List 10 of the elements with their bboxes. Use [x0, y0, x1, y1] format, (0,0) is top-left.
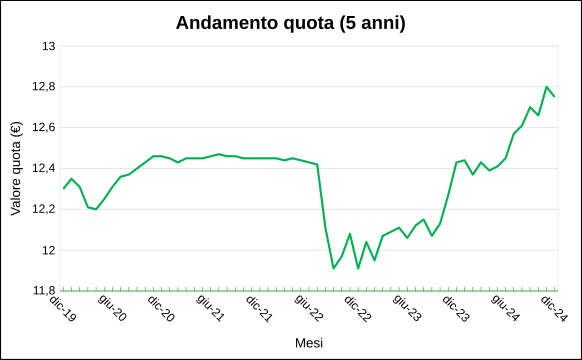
y-tick-label: 12,4	[32, 164, 55, 174]
y-tick-label: 12,2	[32, 204, 55, 214]
x-axis-title: Mesi	[296, 338, 322, 348]
y-tick-label: 11,8	[34, 286, 55, 296]
y-axis-title: Valore quota (€)	[10, 122, 23, 216]
y-tick-label: 12,8	[32, 82, 55, 92]
y-tick-label: 13	[42, 42, 55, 50]
y-tick-label: 12,6	[32, 122, 55, 133]
y-tick-label: 12	[42, 246, 55, 254]
chart-title: Andamento quota (5 anni)	[176, 15, 405, 33]
